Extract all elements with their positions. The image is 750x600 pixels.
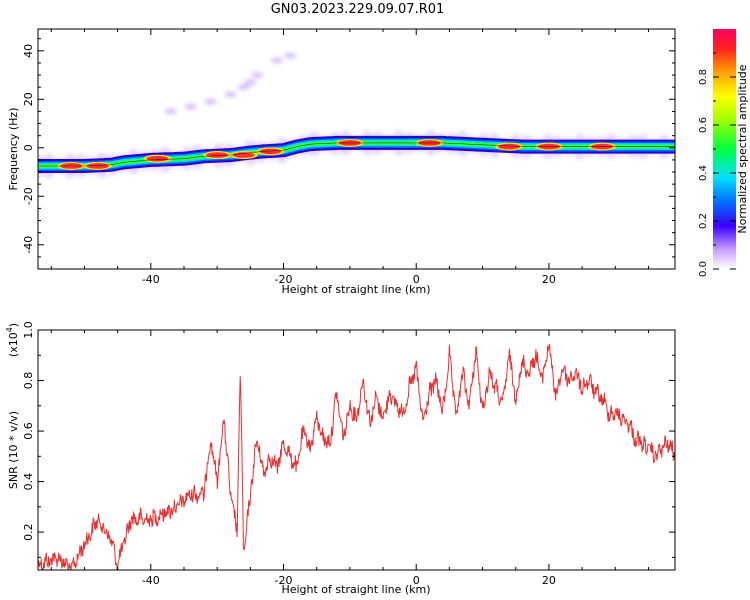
snr-xtick-label: 0 — [413, 574, 420, 587]
heatmap-ytick-label: 20 — [22, 92, 35, 106]
heatmap-ridge-line — [38, 142, 675, 167]
heatmap-ytick-label: 0 — [22, 144, 35, 151]
snr-xtick-label: -40 — [142, 574, 160, 587]
snr-series-line — [38, 343, 675, 570]
colorbar: 0.0 0.2 0.4 0.6 0.8 Normalized spectral ampl… — [698, 29, 749, 277]
heatmap-xlabel: Height of straight line (km) — [281, 283, 430, 296]
heatmap-harmonic-cell — [244, 79, 257, 86]
colorbar-tick-label: 0.0 — [698, 261, 709, 277]
heatmap-harmonic-cell — [224, 91, 237, 98]
heatmap-harmonic-cell — [184, 103, 197, 110]
heatmap-hotspot — [259, 148, 282, 155]
heatmap-xtick-label: -20 — [275, 273, 293, 286]
colorbar-tick-label: 0.4 — [698, 165, 709, 181]
snr-frame — [37, 329, 676, 571]
colorbar-gradient — [713, 29, 736, 269]
heatmap-harmonic-cell — [270, 57, 283, 64]
heatmap-ytick-label: 40 — [22, 44, 35, 58]
snr-ylabel: SNR (10 * v/v) — [7, 411, 20, 489]
heatmap-ytick-label: -40 — [22, 236, 35, 254]
heatmap-harmonic-cell — [237, 84, 250, 91]
figure-title: GN03.2023.229.09.07.R01 — [270, 2, 445, 17]
heatmap-hotspot — [146, 155, 169, 162]
heatmap-hotspot — [206, 152, 229, 158]
heatmap-frame — [37, 28, 676, 270]
heatmap-hotspot — [498, 143, 521, 150]
heatmap-harmonic-cell — [164, 108, 177, 115]
heatmap-ylabel: Frequency (Hz) — [7, 108, 20, 191]
heatmap-ytick-label: -20 — [22, 187, 35, 205]
snr-ytick-label: 0.6 — [22, 422, 35, 440]
snr-ytick-label: 0.2 — [22, 523, 35, 541]
colorbar-tick-label: 0.2 — [698, 213, 709, 229]
snr-xtick-label: -20 — [275, 574, 293, 587]
heatmap-hotspot — [232, 152, 255, 158]
colorbar-label: Normalized spectral amplitude — [736, 64, 749, 233]
colorbar-tick-label: 0.8 — [698, 69, 709, 85]
heatmap-xtick-label: 20 — [542, 273, 556, 286]
heatmap-harmonic-cell — [250, 72, 263, 79]
heatmap-harmonic-cell — [284, 52, 297, 59]
snr-ytick-label: 1.0 — [22, 321, 35, 339]
snr-panel: -40 -20 0 20 0.2 0.4 0.6 0.8 1.0 Height of strai… — [5, 321, 676, 596]
heatmap-harmonic-cell — [204, 98, 217, 105]
snr-ytick-label: 0.4 — [22, 473, 35, 491]
snr-ytick-label: 0.8 — [22, 372, 35, 390]
heatmap-xtick-label: -40 — [142, 273, 160, 286]
colorbar-tick-label: 0.6 — [698, 117, 709, 133]
heatmap-xtick-label: 0 — [413, 273, 420, 286]
heatmap-panel: -40 -20 0 20 -40 -20 0 20 40 Height of straight … — [7, 28, 676, 296]
heatmap-harmonic — [164, 52, 297, 115]
snr-multiplier: (x104) — [5, 323, 20, 357]
snr-xlabel: Height of straight line (km) — [281, 583, 430, 596]
snr-xtick-label: 20 — [542, 574, 556, 587]
heatmap-hotspot — [86, 163, 109, 169]
